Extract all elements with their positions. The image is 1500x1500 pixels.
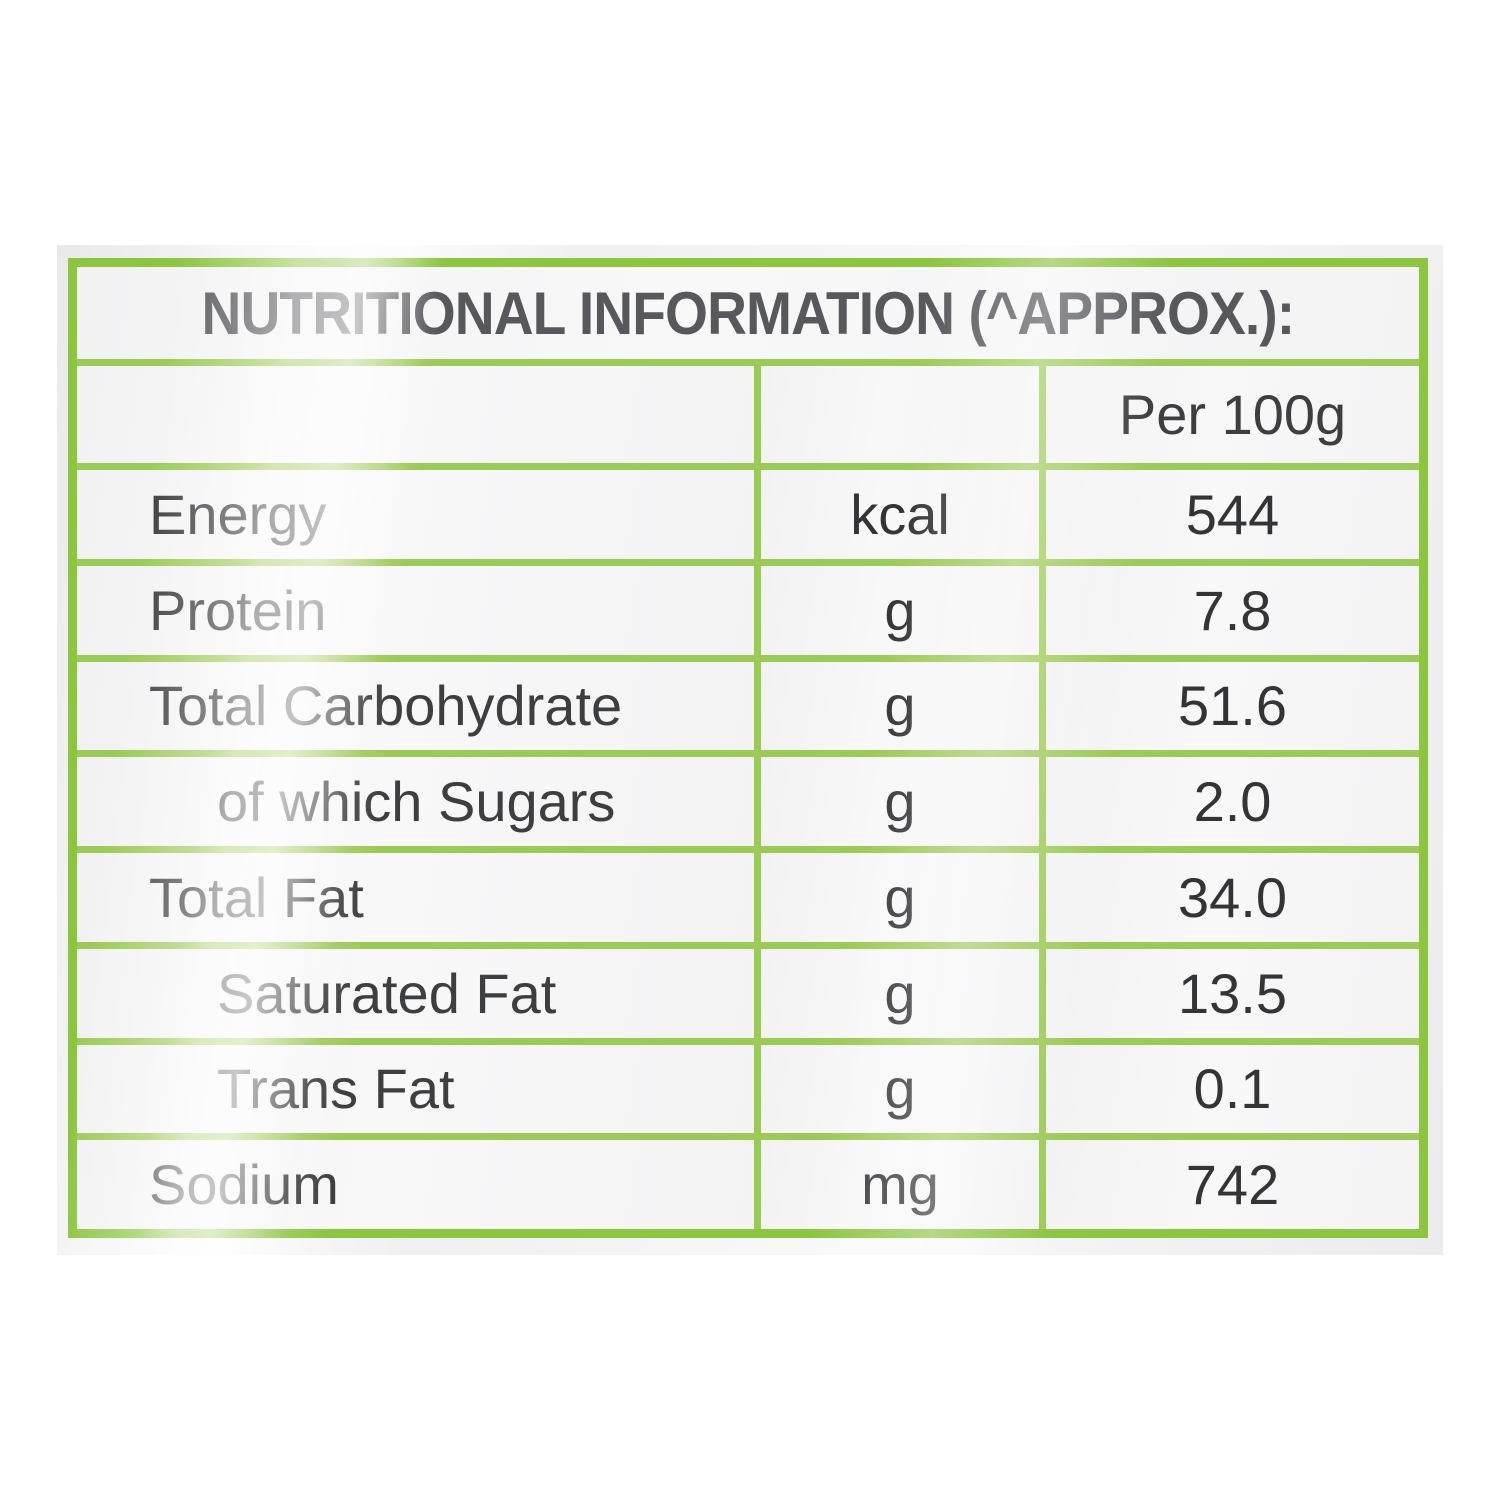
nutrient-unit-saturated-fat: g <box>761 948 1039 1038</box>
table-title: NUTRITIONAL INFORMATION (^APPROX.): <box>201 279 1296 347</box>
nutrient-unit-energy: kcal <box>761 470 1039 559</box>
nutrient-name-energy: Energy <box>77 470 754 559</box>
nutrient-value-energy: 544 <box>1046 470 1419 559</box>
nutrient-value-protein: 7.8 <box>1046 565 1419 655</box>
nutrient-unit-total-fat: g <box>761 853 1039 942</box>
header-empty-cell-unit <box>761 366 1039 463</box>
nutrient-value-of-which-sugars: 2.0 <box>1046 757 1419 846</box>
nutrient-name-total-carbohydrate: Total Carbohydrate <box>77 661 754 751</box>
nutrient-value-trans-fat: 0.1 <box>1046 1044 1419 1134</box>
nutrient-unit-sodium: mg <box>761 1140 1039 1229</box>
nutrient-unit-trans-fat: g <box>761 1044 1039 1134</box>
per-100g-header: Per 100g <box>1046 366 1419 463</box>
nutrient-name-trans-fat: Trans Fat <box>77 1044 754 1134</box>
nutrient-unit-protein: g <box>761 565 1039 655</box>
nutrition-table: NUTRITIONAL INFORMATION (^APPROX.): Per … <box>68 258 1428 1238</box>
table-title-cell: NUTRITIONAL INFORMATION (^APPROX.): <box>77 267 1419 359</box>
nutrient-name-protein: Protein <box>77 565 754 655</box>
nutrient-unit-of-which-sugars: g <box>761 757 1039 846</box>
nutrient-name-total-fat: Total Fat <box>77 853 754 942</box>
nutrient-name-of-which-sugars: of which Sugars <box>77 757 754 846</box>
nutrient-value-saturated-fat: 13.5 <box>1046 948 1419 1038</box>
nutrition-label-sheet: NUTRITIONAL INFORMATION (^APPROX.): Per … <box>57 180 1443 1390</box>
nutrient-value-sodium: 742 <box>1046 1140 1419 1229</box>
nutrient-name-saturated-fat: Saturated Fat <box>77 948 754 1038</box>
nutrient-value-total-carbohydrate: 51.6 <box>1046 661 1419 751</box>
nutrient-unit-total-carbohydrate: g <box>761 661 1039 751</box>
header-empty-cell-name <box>77 366 754 463</box>
nutrient-name-sodium: Sodium <box>77 1140 754 1229</box>
nutrient-value-total-fat: 34.0 <box>1046 853 1419 942</box>
